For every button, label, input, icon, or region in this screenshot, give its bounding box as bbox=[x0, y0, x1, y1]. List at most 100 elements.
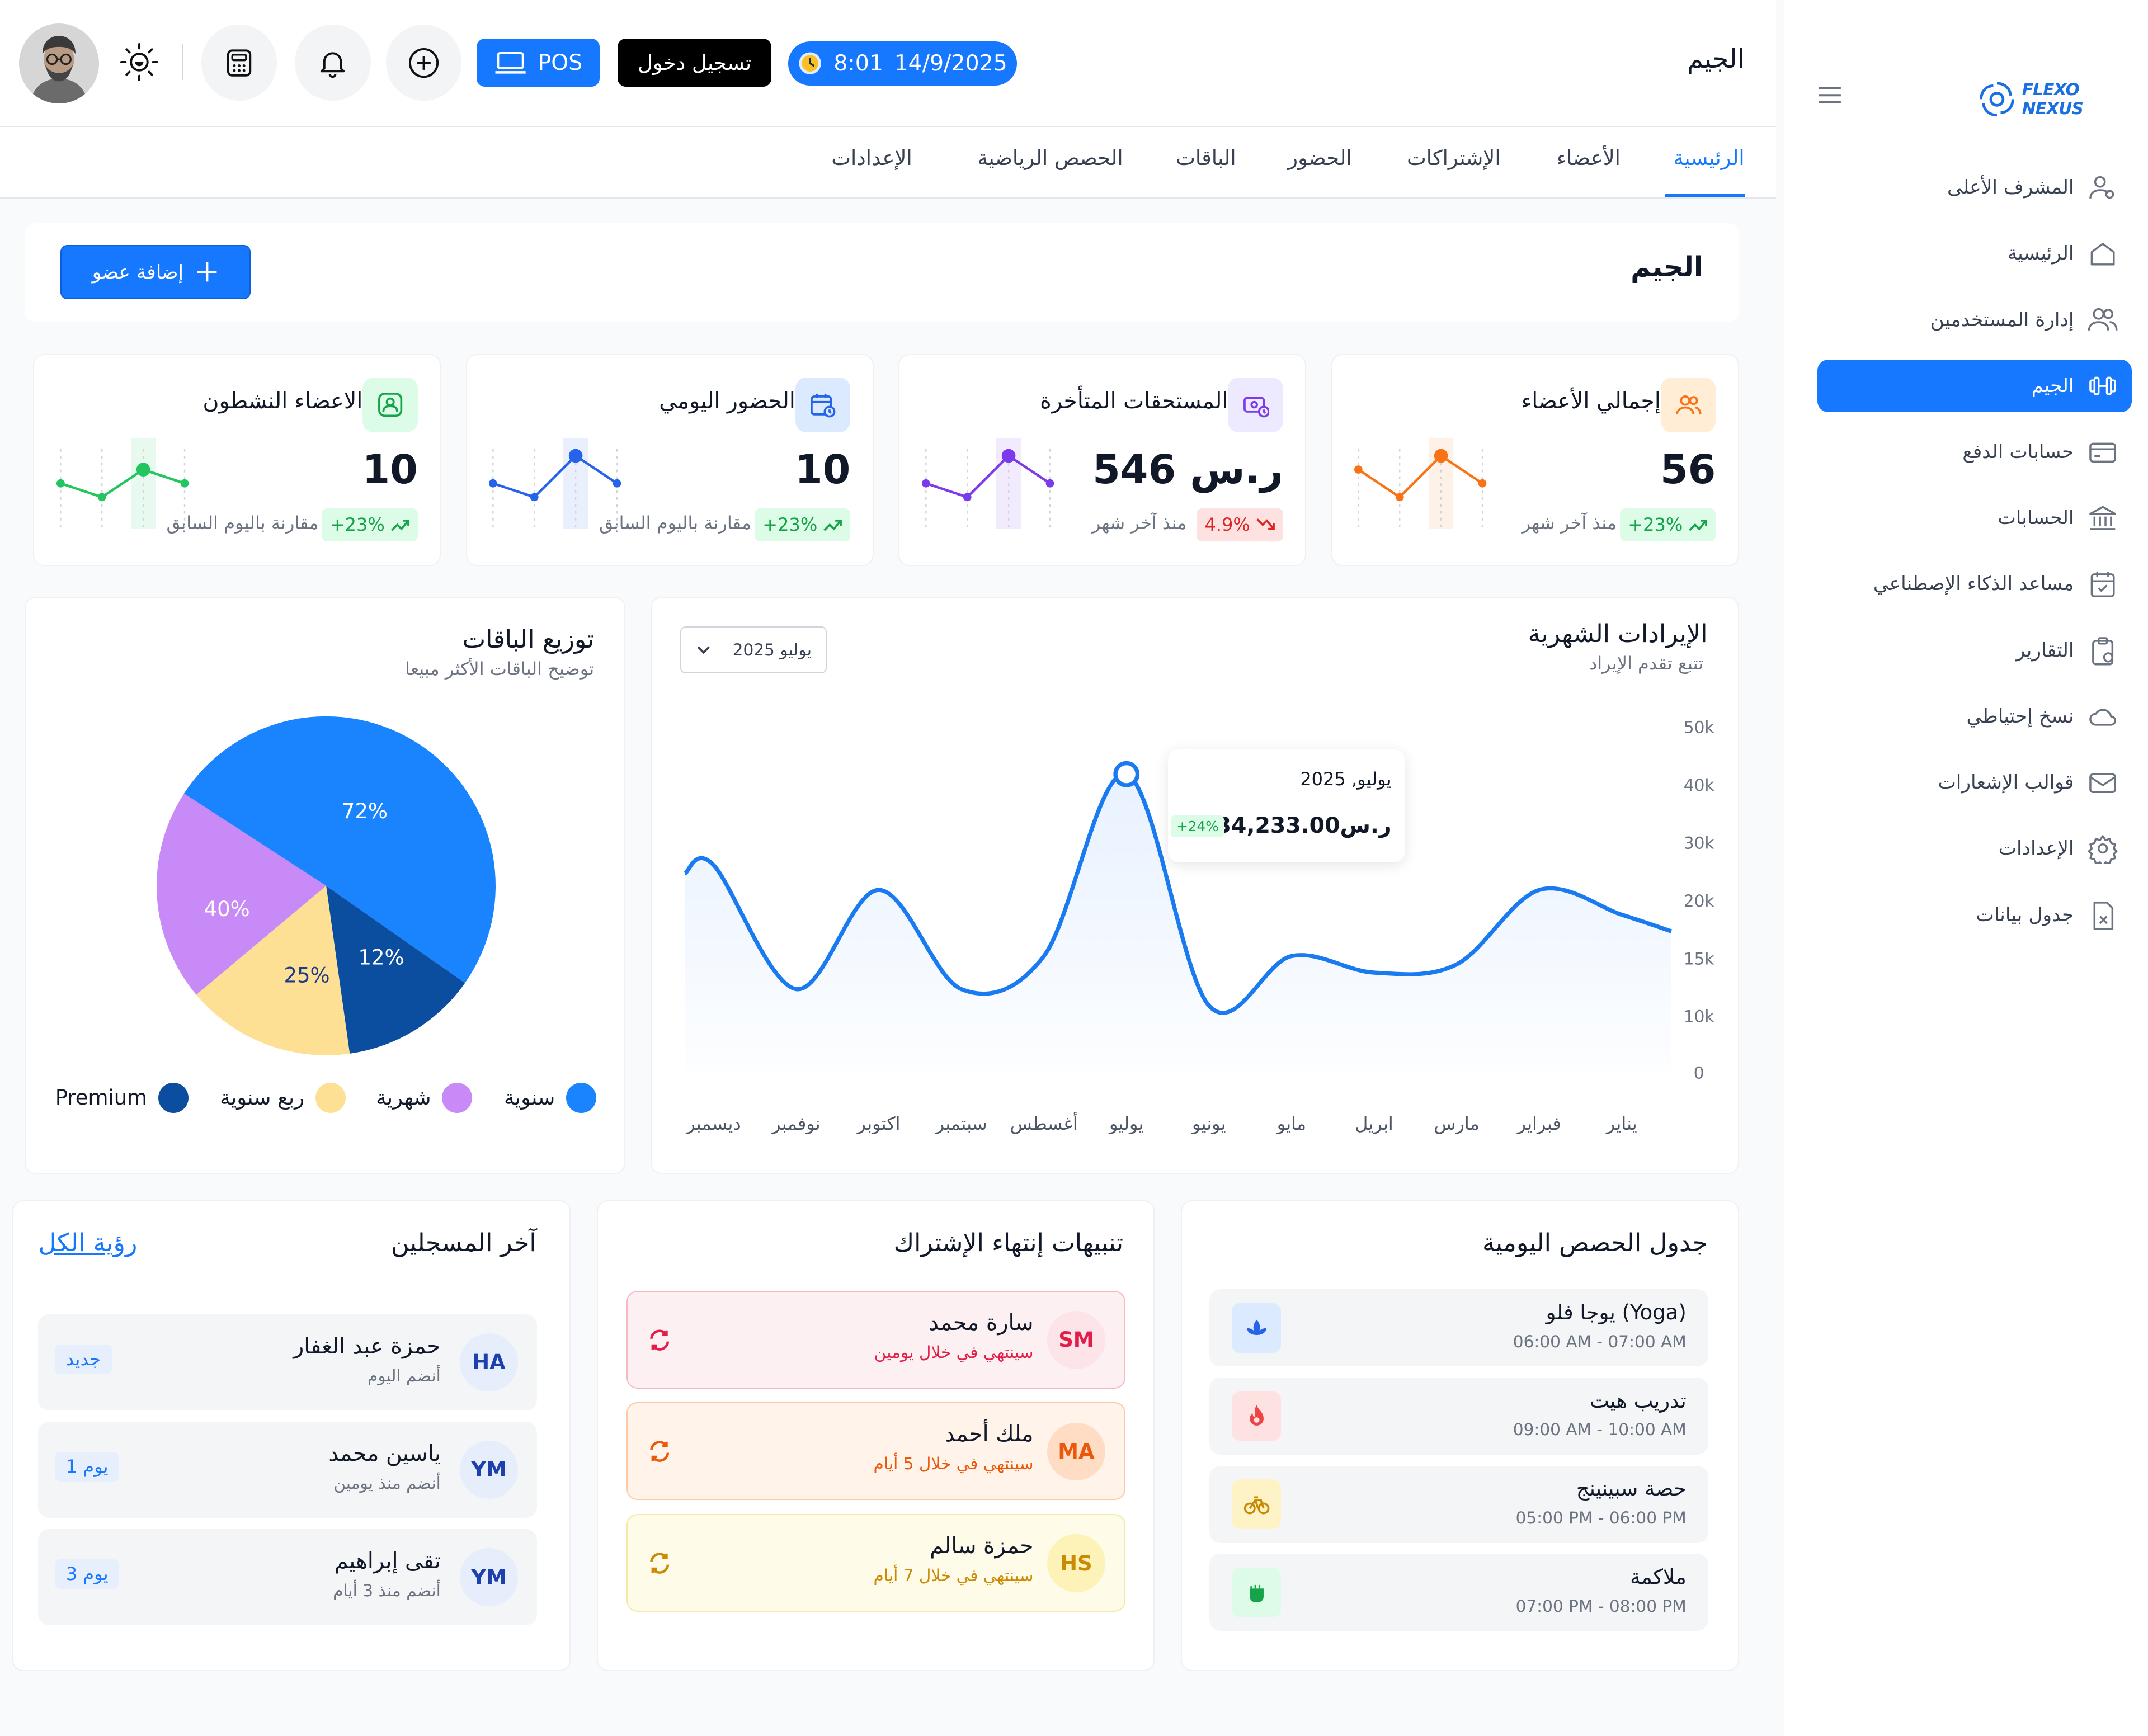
add-member-button-label: إضافة عضو bbox=[92, 261, 184, 284]
see-all-link[interactable]: رؤية الكل bbox=[38, 1228, 138, 1257]
pie-legend-item[interactable]: سنوية bbox=[504, 1082, 597, 1113]
brand-name: FLEXO NEXUS bbox=[2022, 80, 2084, 119]
member-name: حمزة سالم bbox=[930, 1532, 1034, 1559]
class-row[interactable]: يوجا فلو (Yoga) 06:00 AM - 07:00 AM bbox=[1209, 1289, 1709, 1367]
add-member-button[interactable]: إضافة عضو bbox=[60, 245, 251, 299]
recent-member-row[interactable]: HA حمزة عبد الغفار أنضم اليوم جديد bbox=[38, 1314, 538, 1411]
user-avatar[interactable] bbox=[19, 23, 100, 103]
theme-toggle-button[interactable] bbox=[119, 41, 160, 83]
stat-card-3: الاعضاء النشطون 10 +23% مقارنة باليوم الساب… bbox=[33, 354, 441, 567]
login-button[interactable]: تسجيل دخول bbox=[617, 38, 772, 87]
sidebar-item-label: الجيم bbox=[2031, 374, 2074, 397]
x-tick-label: ديسمبر bbox=[685, 1113, 741, 1134]
tab-2[interactable]: الإشتراكات bbox=[1406, 146, 1501, 171]
member-badge: 1 يوم bbox=[55, 1451, 120, 1482]
tab-4[interactable]: الباقات bbox=[1176, 146, 1236, 171]
sidebar-item-label: الإعدادات bbox=[1998, 837, 2074, 860]
month-select[interactable]: يوليو 2025 bbox=[680, 626, 827, 674]
spreadsheet-icon bbox=[2088, 900, 2118, 930]
x-tick-label: فبراير bbox=[1516, 1113, 1561, 1134]
renew-icon[interactable] bbox=[647, 1328, 672, 1352]
expiry-row[interactable]: HS حمزة سالم سينتهي في خلال 7 أيام bbox=[626, 1513, 1126, 1612]
credit-card-icon bbox=[2088, 437, 2118, 467]
member-badge: جديد bbox=[55, 1344, 112, 1374]
stat-title: الاعضاء النشطون bbox=[202, 388, 363, 414]
sidebar-item-9[interactable]: قوالب الإشعارات bbox=[1817, 756, 2132, 809]
pie-legend-item[interactable]: Premium bbox=[55, 1082, 189, 1113]
stat-change-value: +23% bbox=[1628, 514, 1683, 536]
sidebar-item-label: الحسابات bbox=[1998, 507, 2074, 530]
month-select-value: يوليو 2025 bbox=[732, 640, 812, 660]
revenue-card: الإيرادات الشهرية تتبع تقدم الإيراد يولي… bbox=[650, 596, 1739, 1174]
sparkline-line bbox=[492, 454, 618, 499]
sidebar-item-4[interactable]: حسابات الدفع bbox=[1817, 426, 2132, 478]
tooltip-badge: +24% bbox=[1171, 815, 1224, 837]
stat-sparkline bbox=[489, 437, 621, 529]
tab-3[interactable]: الحضور bbox=[1288, 146, 1352, 171]
gear-icon bbox=[2088, 833, 2118, 864]
sidebar-item-5[interactable]: الحسابات bbox=[1817, 492, 2132, 544]
tab-5[interactable]: الحصص الرياضية bbox=[977, 146, 1123, 171]
stat-change-badge: +23% bbox=[754, 508, 851, 541]
renew-icon[interactable] bbox=[647, 1551, 672, 1575]
sidebar-item-6[interactable]: مساعد الذكاء الإصطناعي bbox=[1817, 558, 2132, 611]
bank-icon bbox=[2088, 503, 2118, 533]
member-name: سارة محمد bbox=[929, 1309, 1034, 1336]
y-tick-label: 40k bbox=[1684, 776, 1715, 795]
expiry-row[interactable]: MA ملك أحمد سينتهي في خلال 5 أيام bbox=[626, 1402, 1126, 1501]
y-tick-label: 0 bbox=[1693, 1063, 1704, 1082]
class-name: تدريب هيت bbox=[1590, 1388, 1687, 1413]
sidebar-item-11[interactable]: جدول بيانات bbox=[1817, 889, 2132, 941]
sun-icon bbox=[120, 43, 158, 81]
sparkline-point bbox=[613, 479, 621, 488]
mail-icon bbox=[2088, 767, 2118, 798]
sidebar-item-3[interactable]: الجيم bbox=[1817, 359, 2132, 412]
active-user-icon bbox=[362, 377, 418, 433]
sparkline-point bbox=[489, 479, 497, 488]
pos-button[interactable]: POS bbox=[477, 38, 600, 87]
home-icon bbox=[2088, 238, 2118, 268]
sidebar-item-7[interactable]: التقارير bbox=[1817, 624, 2132, 677]
revenue-active-point bbox=[1113, 761, 1139, 787]
tab-0[interactable]: الرئيسية bbox=[1673, 146, 1745, 171]
sparkline-point bbox=[136, 463, 150, 477]
tab-1[interactable]: الأعضاء bbox=[1556, 146, 1621, 171]
class-row[interactable]: حصة سبينينج 05:00 PM - 06:00 PM bbox=[1209, 1465, 1709, 1543]
pie-slice bbox=[196, 885, 350, 1055]
sparkline-line bbox=[925, 454, 1051, 499]
tab-6[interactable]: الإعدادات bbox=[831, 146, 912, 171]
sidebar-item-2[interactable]: إدارة المستخدمين bbox=[1817, 294, 2132, 346]
calculator-button[interactable] bbox=[201, 25, 277, 101]
trend-up-icon bbox=[390, 518, 409, 532]
login-button-label: تسجيل دخول bbox=[637, 50, 752, 75]
class-row[interactable]: تدريب هيت 09:00 AM - 10:00 AM bbox=[1209, 1377, 1709, 1455]
class-row[interactable]: ملاكمة 07:00 PM - 08:00 PM bbox=[1209, 1554, 1709, 1631]
renew-icon[interactable] bbox=[647, 1439, 672, 1464]
add-button[interactable] bbox=[385, 25, 462, 101]
stat-value: 10 bbox=[794, 446, 851, 493]
bicycle-icon bbox=[1231, 1479, 1282, 1529]
member-joined: أنضم منذ 3 أيام bbox=[333, 1581, 441, 1601]
menu-toggle-button[interactable] bbox=[1817, 86, 1842, 105]
sparkline-point bbox=[97, 493, 106, 502]
brand-logo[interactable]: FLEXO NEXUS bbox=[1977, 76, 2132, 122]
sidebar-item-8[interactable]: نسخ إحتياطي bbox=[1817, 690, 2132, 743]
y-tick-label: 15k bbox=[1684, 949, 1715, 968]
clock-icon bbox=[799, 52, 822, 75]
pie-legend-item[interactable]: ربع سنوية bbox=[220, 1082, 346, 1113]
pie-legend-item[interactable]: شهرية bbox=[376, 1082, 473, 1113]
stat-subtitle: منذ آخر شهر bbox=[1521, 512, 1617, 534]
recent-member-row[interactable]: YM ياسين محمد أنضم منذ يومين 1 يوم bbox=[38, 1421, 538, 1518]
x-tick-label: يونيو bbox=[1191, 1113, 1226, 1134]
sidebar-item-10[interactable]: الإعدادات bbox=[1817, 823, 2132, 875]
member-name: ياسين محمد bbox=[328, 1441, 441, 1467]
stat-sparkline bbox=[56, 437, 189, 529]
sparkline-line bbox=[60, 468, 185, 499]
recent-member-row[interactable]: YM تقى إبراهيم أنضم منذ 3 أيام 3 يوم bbox=[38, 1529, 538, 1626]
notifications-button[interactable] bbox=[295, 25, 371, 101]
expiry-row[interactable]: SM سارة محمد سينتهي في خلال يومين bbox=[626, 1290, 1126, 1389]
money-clock-icon bbox=[1228, 377, 1283, 433]
sidebar-item-1[interactable]: الرئيسية bbox=[1817, 227, 2132, 280]
sidebar-item-label: إدارة المستخدمين bbox=[1930, 308, 2074, 331]
sidebar-item-0[interactable]: المشرف الأعلى bbox=[1817, 161, 2132, 214]
